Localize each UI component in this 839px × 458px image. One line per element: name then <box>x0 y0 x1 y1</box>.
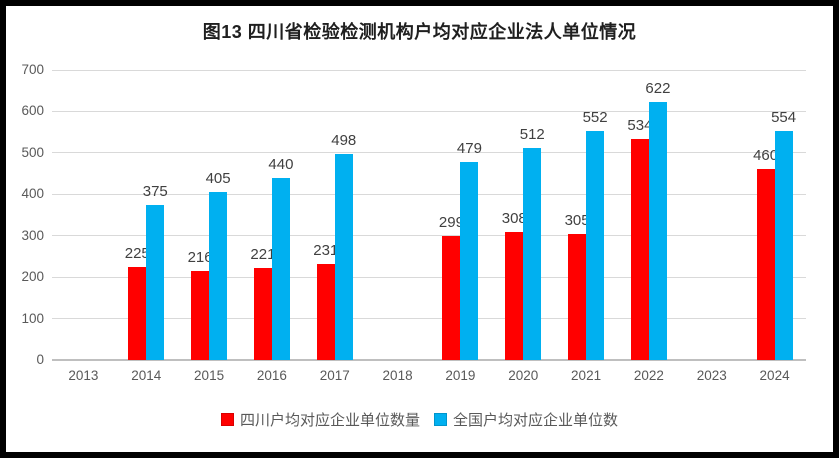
bar-series0-2014 <box>128 266 147 360</box>
plot-area: 225 216 221 231 299 308 305 534 460 375 405 440 498 4… <box>52 69 806 361</box>
x-axis-tick-label: 2018 <box>382 368 413 383</box>
x-axis-tick-label: 2014 <box>131 368 162 383</box>
bar-value-label: 512 <box>519 125 545 143</box>
bar-value-label: 440 <box>268 155 294 173</box>
bar-value-label: 498 <box>331 131 357 149</box>
y-axis-tick-label: 700 <box>21 62 44 77</box>
x-axis-tick-label: 2021 <box>571 368 602 383</box>
bar-series0-2017 <box>316 264 335 360</box>
bar-value-label: 308 <box>501 210 527 228</box>
y-axis-tick-label: 600 <box>21 103 44 119</box>
bar-series0-2024 <box>756 169 775 360</box>
x-axis: 2013 2014 2015 2016 2017 2018 2019 2020 2021 2022… <box>52 368 806 388</box>
x-axis-tick-label: 2023 <box>696 368 727 383</box>
bar-value-label: 534 <box>627 116 653 134</box>
x-axis-tick-label: 2017 <box>319 368 350 383</box>
bar-value-label: 216 <box>187 248 213 266</box>
bar-series1-2017 <box>334 153 353 360</box>
bar-value-label: 225 <box>124 244 150 262</box>
bar-value-label: 375 <box>142 182 168 200</box>
bar-series1-2022 <box>648 102 667 360</box>
y-axis-tick-label: 100 <box>21 310 44 326</box>
y-axis-tick-label: 500 <box>21 144 44 160</box>
bar-value-label: 552 <box>582 109 608 127</box>
bar-value-label: 231 <box>313 242 339 260</box>
gridline <box>52 318 806 320</box>
bar-series0-2019 <box>442 236 461 360</box>
y-axis-tick-label: 300 <box>21 227 44 243</box>
bar-series1-2021 <box>586 131 605 360</box>
bar-value-label: 405 <box>205 170 231 188</box>
chart-title: 图13 四川省检验检测机构户均对应企业法人单位情况 <box>202 22 637 42</box>
bar-series1-2014 <box>146 204 165 360</box>
bar-series1-2019 <box>460 161 479 360</box>
x-axis-tick-label: 2022 <box>633 368 664 383</box>
legend-swatch-national <box>434 412 447 426</box>
gridline <box>52 276 806 278</box>
bar-series0-2021 <box>568 233 587 360</box>
x-axis-tick-label: 2024 <box>759 368 790 383</box>
bar-series1-2015 <box>209 192 228 360</box>
bar-series1-2020 <box>523 147 542 360</box>
bar-value-label: 622 <box>645 80 671 98</box>
bar-value-label: 554 <box>771 108 797 126</box>
bar-series1-2024 <box>774 130 793 360</box>
gridline <box>52 152 806 154</box>
gridline <box>52 69 806 71</box>
legend-swatch-sichuan <box>220 412 234 426</box>
bar-series0-2022 <box>630 138 649 360</box>
bar-value-label: 460 <box>753 147 779 165</box>
gridline <box>52 235 806 237</box>
legend: 四川户均对应企业单位数量 全国户均对应企业单位数 <box>6 408 833 430</box>
bar-value-label: 479 <box>456 139 482 157</box>
x-axis-tick-label: 2016 <box>256 368 287 383</box>
bar-series0-2020 <box>505 232 524 360</box>
bar-value-label: 305 <box>564 211 590 229</box>
x-axis-tick-label: 2015 <box>194 368 225 383</box>
x-axis-tick-label: 2020 <box>508 368 539 383</box>
y-axis-tick-label: 200 <box>21 269 44 285</box>
bar-series0-2015 <box>191 270 210 360</box>
x-axis-line <box>52 359 806 361</box>
bar-value-label: 299 <box>438 214 464 232</box>
bar-series1-2016 <box>271 177 290 360</box>
gridline <box>52 110 806 112</box>
x-axis-tick-label: 2013 <box>68 368 99 383</box>
bar-series0-2016 <box>253 268 272 360</box>
legend-label-national: 全国户均对应企业单位数 <box>453 411 619 429</box>
gridline <box>52 193 806 195</box>
x-axis-tick-label: 2019 <box>445 368 476 383</box>
y-axis-tick-label: 400 <box>21 186 44 202</box>
y-axis: 0 100 200 300 400 500 600 700 <box>6 62 44 367</box>
bar-value-label: 221 <box>250 246 276 264</box>
y-axis-tick-label: 0 <box>36 352 44 367</box>
legend-label-sichuan: 四川户均对应企业单位数量 <box>239 411 420 429</box>
